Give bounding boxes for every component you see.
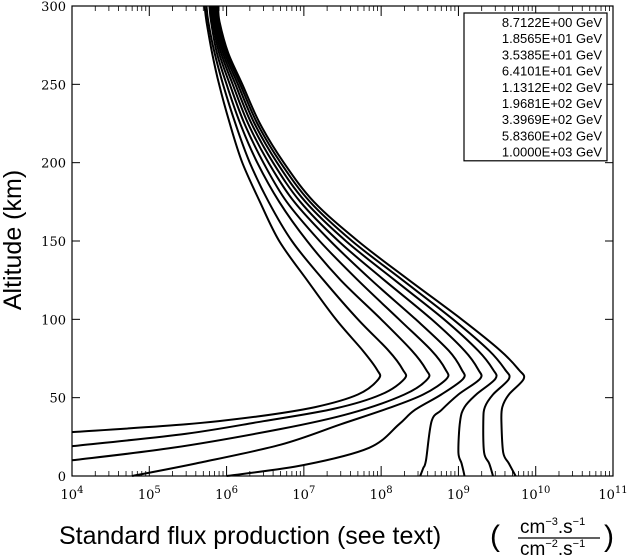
unit-numerator-exp: −3 xyxy=(545,516,558,528)
x-tick-label: 108 xyxy=(370,485,393,503)
y-tick-label: 0 xyxy=(58,470,66,485)
legend-entry: 8.7122E+00 GeV xyxy=(502,15,602,30)
unit-numerator-tail: .s xyxy=(558,517,573,538)
unit-denominator: cm xyxy=(520,539,545,560)
unit-denominator-tail-exp: −1 xyxy=(573,538,586,550)
legend-entry: 6.4101E+01 GeV xyxy=(502,64,602,79)
legend-entry: 1.8565E+01 GeV xyxy=(502,31,602,46)
y-tick-label: 300 xyxy=(41,0,66,15)
series-line-6 xyxy=(213,5,483,477)
axis-ticks: 0 50 100 150 200 250 300 104 105 106 107 108 109 1010… xyxy=(41,0,627,503)
series-line-1 xyxy=(71,5,382,434)
x-axis-title: Standard flux production (see text) xyxy=(59,522,441,550)
unit-numerator-tail-exp: −1 xyxy=(573,516,586,528)
unit-denominator-tail: .s xyxy=(558,539,573,560)
x-axis-unit: ( cm−3.s−1 cm−2.s−1 ) xyxy=(490,516,614,560)
series-line-4 xyxy=(131,5,450,477)
series-line-8 xyxy=(215,5,511,477)
unit-numerator: cm xyxy=(520,517,545,538)
legend-entry: 1.0000E+03 GeV xyxy=(502,145,602,160)
y-tick-label: 250 xyxy=(41,78,66,93)
y-axis-title: Altitude (km) xyxy=(0,170,27,310)
y-tick-label: 100 xyxy=(41,313,66,328)
x-tick-label: 107 xyxy=(292,485,315,503)
x-tick-label: 1011 xyxy=(598,485,627,503)
svg-text:): ) xyxy=(604,520,614,553)
legend-entry: 1.9681E+02 GeV xyxy=(502,96,602,111)
legend-box xyxy=(463,12,608,162)
x-tick-label: 104 xyxy=(61,485,84,503)
legend-entry: 1.1312E+02 GeV xyxy=(502,80,602,95)
x-tick-label: 106 xyxy=(215,485,238,503)
y-tick-label: 200 xyxy=(41,157,66,172)
y-tick-label: 50 xyxy=(49,392,66,407)
legend-entry: 3.5385E+01 GeV xyxy=(502,47,602,62)
unit-denominator-exp: −2 xyxy=(545,538,558,550)
svg-text:cm−3.s−1: cm−3.s−1 xyxy=(520,516,585,538)
series-line-2 xyxy=(71,5,408,448)
series-curves xyxy=(71,5,526,477)
series-line-3 xyxy=(71,5,431,462)
series-line-5 xyxy=(211,5,466,477)
legend-entry: 3.3969E+02 GeV xyxy=(502,112,602,127)
x-tick-label: 105 xyxy=(138,485,161,503)
y-tick-label: 150 xyxy=(41,235,66,250)
series-line-7 xyxy=(214,5,498,477)
x-tick-label: 1010 xyxy=(521,485,550,503)
series-line-9 xyxy=(217,5,526,477)
legend-entry: 5.8360E+02 GeV xyxy=(502,128,602,143)
svg-text:(: ( xyxy=(490,520,500,553)
x-tick-label: 109 xyxy=(447,485,470,503)
svg-text:cm−2.s−1: cm−2.s−1 xyxy=(520,538,585,560)
